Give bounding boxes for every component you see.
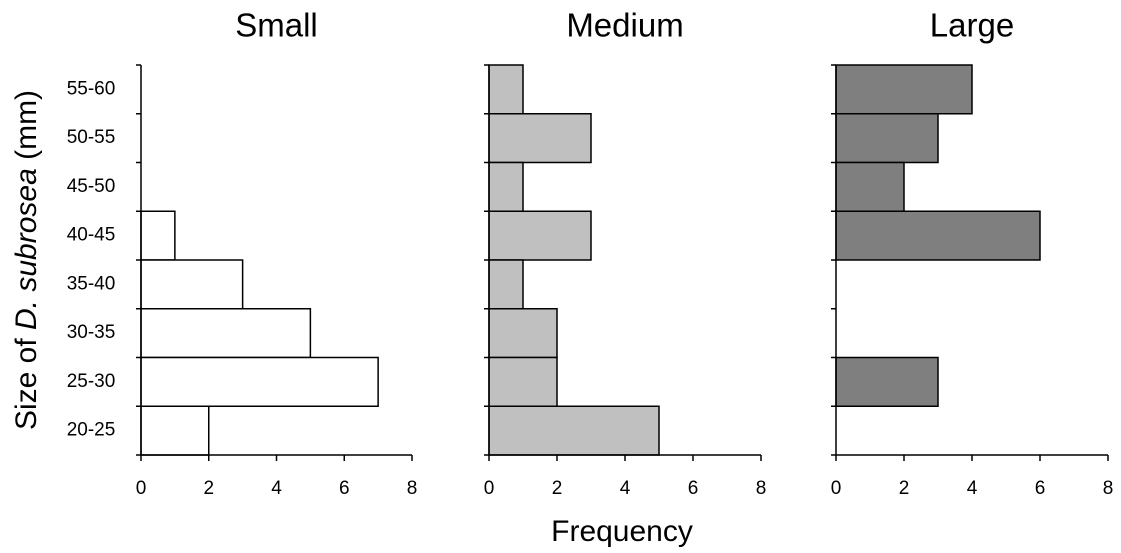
x-tick-label: 2 [899, 478, 910, 499]
panel-title: Small [235, 7, 318, 44]
x-tick-label: 6 [1035, 478, 1046, 499]
x-axis-label: Frequency [551, 515, 693, 548]
y-tick-label: 45-50 [67, 176, 116, 197]
y-tick-label: 20-25 [67, 420, 116, 441]
x-tick-label: 8 [756, 478, 767, 499]
x-tick-label: 2 [203, 478, 214, 499]
y-tick-label: 25-30 [67, 371, 116, 392]
y-tick-label: 55-60 [67, 78, 116, 99]
bar [141, 211, 175, 260]
bar [489, 65, 523, 114]
bar [489, 211, 591, 260]
x-tick-label: 4 [620, 478, 631, 499]
x-tick-label: 4 [271, 478, 282, 499]
bar [836, 65, 972, 114]
bar [489, 358, 557, 407]
x-tick-label: 8 [407, 478, 418, 499]
y-label-species: D. subrosea [10, 168, 43, 330]
bar [489, 406, 659, 455]
bar [489, 163, 523, 212]
bar [489, 114, 591, 163]
bar [141, 309, 310, 358]
bar [489, 260, 523, 309]
y-tick-label: 30-35 [67, 322, 116, 343]
bar [836, 114, 938, 163]
panel-title: Medium [566, 7, 683, 44]
y-label-unit: (mm) [10, 90, 43, 168]
y-axis-label: Size of D. subrosea (mm) [10, 90, 43, 430]
x-tick-label: 2 [552, 478, 563, 499]
panel-title: Large [930, 7, 1014, 44]
x-tick-label: 6 [688, 478, 699, 499]
y-tick-label: 35-40 [67, 273, 116, 294]
bar [489, 309, 557, 358]
chart: Frequency Size of D. subrosea (mm) Small… [0, 0, 1121, 553]
x-tick-label: 6 [339, 478, 350, 499]
bar [836, 211, 1040, 260]
x-tick-label: 0 [484, 478, 495, 499]
y-tick-label: 50-55 [67, 127, 116, 148]
bar [141, 406, 209, 455]
y-tick-label: 40-45 [67, 225, 116, 246]
bar [141, 260, 243, 309]
x-tick-label: 4 [967, 478, 978, 499]
x-tick-label: 0 [831, 478, 842, 499]
x-tick-label: 8 [1103, 478, 1114, 499]
y-label-text: Size of [10, 330, 43, 430]
bar [836, 358, 938, 407]
x-tick-label: 0 [136, 478, 147, 499]
bar [836, 163, 904, 212]
bar [141, 358, 378, 407]
